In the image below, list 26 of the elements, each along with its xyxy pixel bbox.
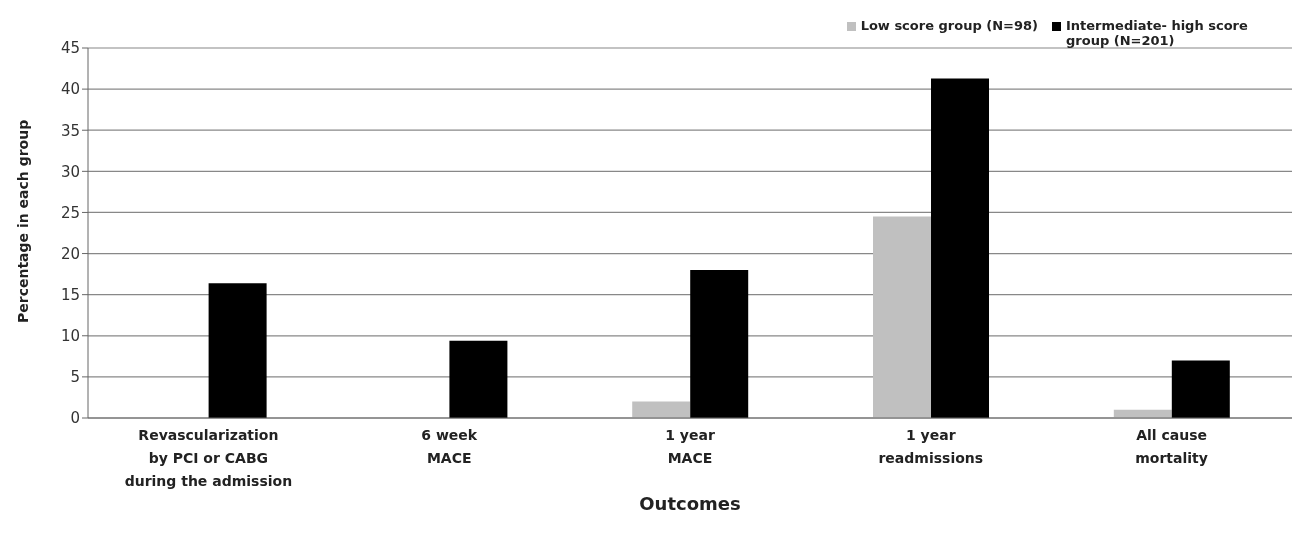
bar bbox=[873, 216, 932, 418]
x-tick-label: 6 week MACE bbox=[421, 427, 478, 466]
legend-label: Low score group (N=98) bbox=[860, 18, 1038, 33]
bar bbox=[1171, 360, 1230, 418]
x-tick-label: 1 year readmissions bbox=[878, 427, 984, 466]
y-tick-label: 40 bbox=[60, 80, 80, 99]
y-tick-label: 35 bbox=[60, 121, 80, 140]
bar bbox=[690, 270, 749, 418]
bar bbox=[931, 78, 990, 418]
x-tick-label: Revascularization by PCI or CABG during the admission bbox=[124, 427, 293, 489]
y-tick-label: 0 bbox=[70, 409, 80, 428]
x-axis-title: Outcomes bbox=[639, 493, 741, 514]
x-tick-label: All cause mortality bbox=[1135, 427, 1208, 466]
bar bbox=[632, 401, 691, 418]
y-tick-label: 30 bbox=[60, 162, 80, 181]
y-tick-label: 5 bbox=[70, 368, 80, 387]
bar bbox=[449, 340, 508, 418]
y-tick-label: 15 bbox=[60, 285, 80, 304]
bar bbox=[208, 283, 267, 418]
y-tick-label: 25 bbox=[60, 203, 80, 222]
y-tick-label: 10 bbox=[60, 327, 80, 346]
y-axis-title: Percentage in each group bbox=[14, 119, 31, 323]
x-tick-label: 1 year MACE bbox=[665, 427, 715, 466]
legend-label: Intermediate- high score group (N=201) bbox=[1066, 18, 1249, 48]
y-tick-label: 45 bbox=[60, 39, 80, 58]
y-tick-label: 20 bbox=[60, 244, 80, 263]
